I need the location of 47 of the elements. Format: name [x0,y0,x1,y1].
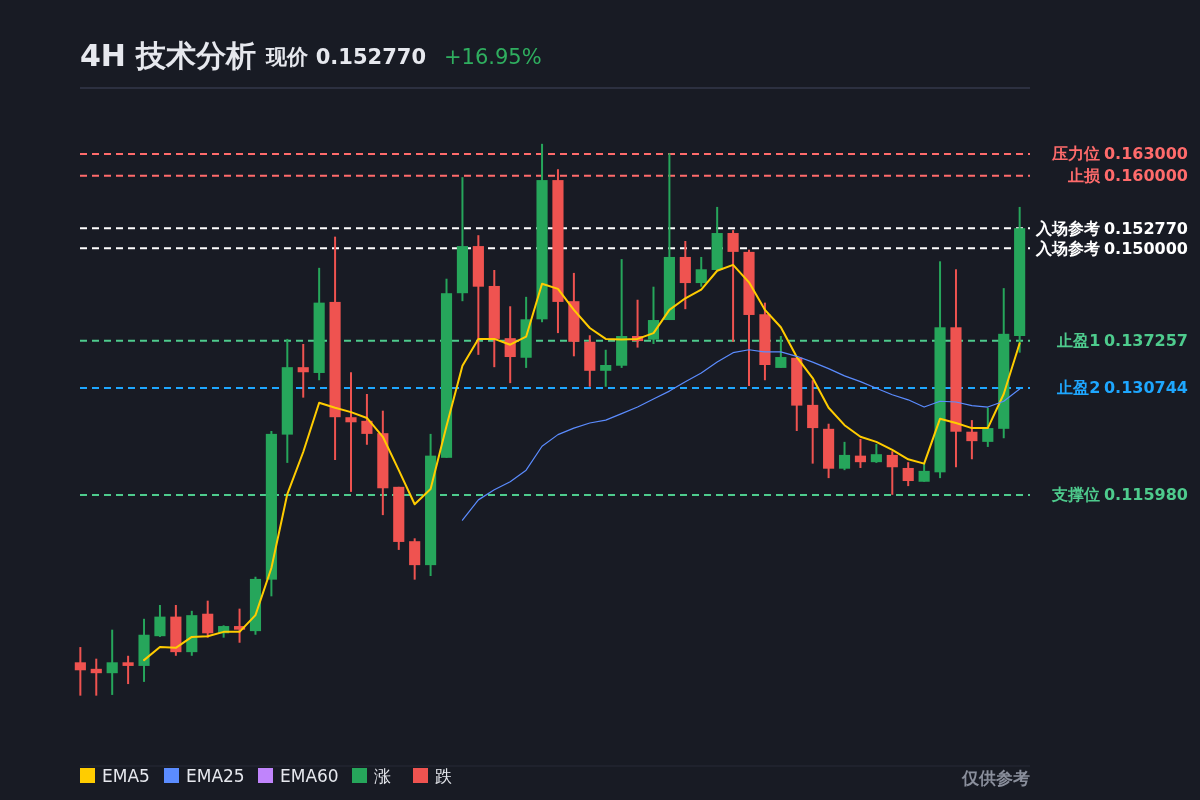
candlestick [361,393,373,446]
candlestick [409,537,421,581]
legend-label: EMA60 [280,766,339,786]
candlestick [807,379,819,465]
candlestick [106,628,118,696]
y-tick-label: 0.163000 [1103,144,1188,164]
y-tick-label: 0.150000 [1103,238,1188,258]
candlestick [600,348,612,388]
candlestick [870,443,882,464]
legend-label: 涨 [374,766,391,786]
chart-title: 4H 技术分析 [80,38,257,73]
ref-line-label: 支撑位 [1051,485,1101,505]
ref-line-label: 入场参考 [1035,218,1101,238]
candlestick [918,462,930,483]
y-tick-label: 0.115980 [1103,485,1188,505]
ref-line-label: 压力位 [1051,144,1101,164]
y-tick-label: 0.160000 [1103,166,1188,186]
candlestick [345,371,357,493]
legend-label: 跌 [435,766,452,786]
text: 现价 0.152770 [265,45,427,69]
y-tick-label: 0.152770 [1103,218,1188,238]
candlestick [886,450,898,496]
candlestick [202,599,214,639]
text: 仅供参考 [961,768,1030,788]
line-series [461,349,1021,521]
candlestick [775,335,787,369]
y-tick-label: 0.137257 [1103,331,1188,351]
candlestick [854,437,867,469]
ref-line-label: 止盈2 [1056,378,1101,398]
y-tick-label: 0.130744 [1103,378,1188,398]
ref-line-label: 止损 [1067,166,1102,186]
candlestick [982,406,994,448]
candlestick [695,255,707,288]
candlestick [902,461,914,488]
candlestick [122,654,134,686]
candlestick [154,604,166,638]
candlestick [838,440,851,472]
ref-line-label: 止盈1 [1056,331,1101,351]
legend-label: EMA5 [102,766,150,786]
candlestick [297,342,309,399]
ref-line-label: 入场参考 [1035,238,1101,258]
candlestick [727,229,739,343]
text: +16.95% [444,45,542,69]
legend-label: EMA25 [186,766,245,786]
candlestick [90,657,102,697]
candlestick [966,419,978,461]
candlestick [74,646,86,697]
